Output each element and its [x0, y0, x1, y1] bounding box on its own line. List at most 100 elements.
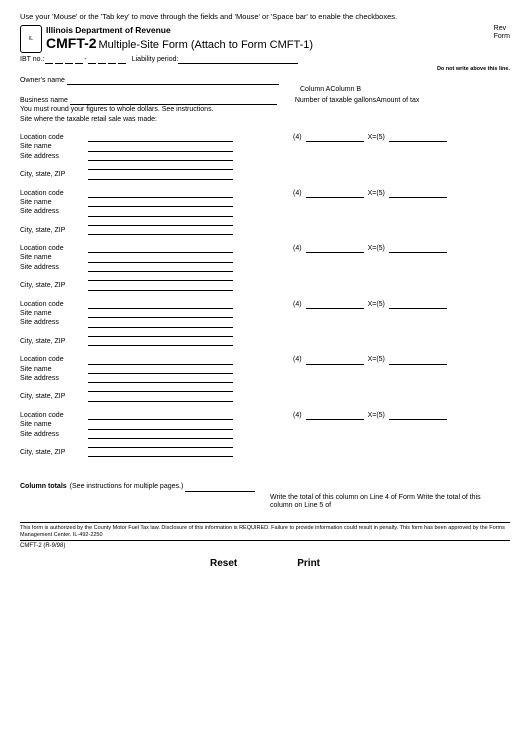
site-name-field[interactable] [88, 199, 233, 207]
calc-x: X=(5) [368, 301, 385, 309]
gallons-field[interactable] [306, 412, 364, 420]
tax-field[interactable] [389, 412, 447, 420]
csz-field[interactable] [88, 338, 233, 346]
state-seal-icon: IL [20, 25, 42, 53]
csz-field[interactable] [88, 449, 233, 457]
site-address-label: Site address [20, 431, 88, 439]
tax-field[interactable] [389, 357, 447, 365]
column-totals-note: (See instructions for multiple pages.) [70, 483, 184, 491]
location-code-label: Location code [20, 412, 88, 420]
csz-field[interactable] [88, 172, 233, 180]
calc-x: X=(5) [368, 134, 385, 142]
totals-line[interactable] [185, 484, 255, 492]
ibt-seg[interactable] [118, 56, 126, 64]
calc-x: X=(5) [368, 245, 385, 253]
calc-4: (4) [293, 301, 302, 309]
csz-label: City, state, ZIP [20, 338, 88, 346]
owner-field[interactable] [67, 77, 279, 85]
site-address2-field[interactable] [88, 218, 233, 226]
gallons-field[interactable] [306, 357, 364, 365]
site-address-field[interactable] [88, 431, 233, 439]
site-name-field[interactable] [88, 144, 233, 152]
round-note: You must round your figures to whole dol… [20, 106, 510, 114]
site-block: Location code(4)X=(5)Site nameSite addre… [20, 245, 510, 291]
tax-field[interactable] [389, 245, 447, 253]
business-label: Business name [20, 97, 68, 105]
ibt-seg[interactable] [65, 56, 73, 64]
form-title: Multiple-Site Form (Attach to Form CMFT-… [99, 39, 314, 51]
site-address-field[interactable] [88, 320, 233, 328]
csz-field[interactable] [88, 227, 233, 235]
gallons-field[interactable] [306, 190, 364, 198]
gallons-field[interactable] [306, 301, 364, 309]
csz-field[interactable] [88, 394, 233, 402]
business-field[interactable] [70, 97, 277, 105]
site-block: Location code(4)X=(5)Site nameSite addre… [20, 412, 510, 458]
calc-row: (4)X=(5) [293, 412, 447, 420]
form-revision: CMFT-2 (R-9/98) [20, 543, 510, 550]
csz-field[interactable] [88, 283, 233, 291]
write-note-a: Write the total of this column on Line 4… [270, 494, 415, 501]
owner-label: Owner's name [20, 77, 65, 85]
location-code-field[interactable] [88, 412, 233, 420]
location-code-label: Location code [20, 245, 88, 253]
gallons-field[interactable] [306, 245, 364, 253]
location-code-label: Location code [20, 134, 88, 142]
site-block: Location code(4)X=(5)Site nameSite addre… [20, 356, 510, 402]
site-address-field[interactable] [88, 264, 233, 272]
site-address-label: Site address [20, 264, 88, 272]
location-code-label: Location code [20, 301, 88, 309]
liability-label: Liability period: [132, 56, 179, 64]
ibt-seg[interactable] [55, 56, 63, 64]
ibt-seg[interactable] [108, 56, 116, 64]
calc-4: (4) [293, 356, 302, 364]
ibt-seg[interactable] [88, 56, 96, 64]
site-address2-field[interactable] [88, 162, 233, 170]
instruction-text: Use your 'Mouse' or the 'Tab key' to mov… [20, 12, 510, 21]
calc-row: (4)X=(5) [293, 190, 447, 198]
site-name-label: Site name [20, 310, 88, 318]
column-headers: Column A Column B [20, 86, 510, 94]
site-address2-field[interactable] [88, 440, 233, 448]
gallons-field[interactable] [306, 134, 364, 142]
site-address-field[interactable] [88, 153, 233, 161]
site-intro: Site where the taxable retail sale was m… [20, 116, 510, 124]
location-code-field[interactable] [88, 357, 233, 365]
calc-4: (4) [293, 412, 302, 420]
ibt-seg[interactable] [98, 56, 106, 64]
site-name-field[interactable] [88, 310, 233, 318]
form-code: CMFT-2 [46, 35, 97, 51]
site-address-label: Site address [20, 153, 88, 161]
site-name-field[interactable] [88, 366, 233, 374]
site-address2-field[interactable] [88, 273, 233, 281]
site-block: Location code(4)X=(5)Site nameSite addre… [20, 190, 510, 236]
site-name-field[interactable] [88, 422, 233, 430]
location-code-field[interactable] [88, 301, 233, 309]
liability-field[interactable] [178, 56, 298, 64]
ibt-seg[interactable] [75, 56, 83, 64]
location-code-field[interactable] [88, 190, 233, 198]
site-address2-field[interactable] [88, 329, 233, 337]
calc-row: (4)X=(5) [293, 134, 447, 142]
reset-button[interactable]: Reset [210, 558, 237, 570]
site-address-field[interactable] [88, 375, 233, 383]
owner-row: Owner's name [20, 77, 510, 85]
col-b-header: Column B [330, 86, 361, 94]
tax-field[interactable] [389, 134, 447, 142]
location-code-field[interactable] [88, 134, 233, 142]
location-code-field[interactable] [88, 245, 233, 253]
site-address2-field[interactable] [88, 384, 233, 392]
rev-line2: Form [494, 33, 510, 41]
tax-field[interactable] [389, 301, 447, 309]
print-button[interactable]: Print [297, 558, 320, 570]
site-name-field[interactable] [88, 255, 233, 263]
button-row: Reset Print [20, 558, 510, 570]
rev-label: Rev Form [494, 25, 510, 42]
department-name: Illinois Department of Revenue [46, 25, 313, 35]
col-a-sub: Number of taxable gallons [295, 97, 376, 105]
site-name-label: Site name [20, 254, 88, 262]
header: IL Illinois Department of Revenue CMFT-2… [20, 25, 510, 53]
site-address-field[interactable] [88, 209, 233, 217]
ibt-seg[interactable] [45, 56, 53, 64]
tax-field[interactable] [389, 190, 447, 198]
